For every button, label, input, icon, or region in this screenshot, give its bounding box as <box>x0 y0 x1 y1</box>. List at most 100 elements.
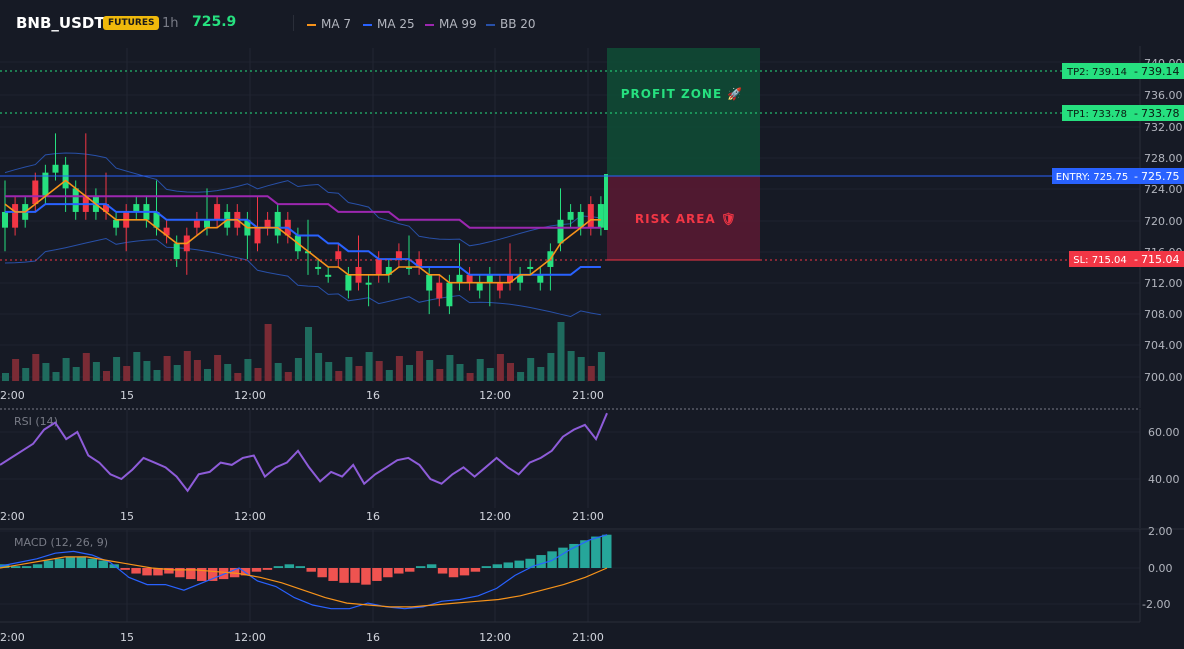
volume-bar <box>92 362 100 381</box>
candle-body <box>214 204 221 220</box>
tp2-tag[interactable]: TP2: 739.14 739.14 - <box>1062 63 1184 79</box>
ma7-line <box>4 179 601 284</box>
candle-body <box>406 266 412 269</box>
tp1-tag[interactable]: TP1: 733.78 733.78 - <box>1062 105 1184 121</box>
macd-hist-bar <box>43 560 54 568</box>
time-tick: 15 <box>120 631 134 644</box>
entry-axis-value: 725.75 <box>1141 170 1180 183</box>
time-tick: 12:00 <box>479 389 511 402</box>
volume-bar <box>264 324 272 381</box>
volume-bar <box>284 372 292 381</box>
macd-hist-bar <box>591 536 601 568</box>
volume-bar <box>335 371 343 381</box>
chart-header: BNB_USDT FUTURES 1h 725.9 MA 7 MA 25 MA … <box>0 0 1184 46</box>
entry-tag[interactable]: ENTRY: 725.75 725.75 - <box>1052 168 1184 184</box>
macd-line <box>0 534 608 610</box>
macd-hist-bar <box>262 568 273 570</box>
volume-bar <box>294 358 302 381</box>
bb20-swatch <box>486 23 495 26</box>
candle-body <box>173 243 180 260</box>
macd-hist-bar <box>120 568 130 570</box>
candle-body <box>335 251 342 260</box>
macd-hist-bar <box>536 555 546 568</box>
volume-bar <box>385 370 393 381</box>
candle-body <box>456 274 463 283</box>
macd-hist-bar <box>197 568 207 581</box>
macd-hist-bar <box>153 568 163 576</box>
macd-tick: 0.00 <box>1148 562 1173 575</box>
price-tick: 708.00 <box>1144 308 1183 321</box>
time-axis-macd[interactable]: 2:00 15 12:00 16 12:00 21:00 <box>0 631 604 644</box>
candle-body <box>496 282 503 291</box>
rsi-tick: 60.00 <box>1148 426 1180 439</box>
entry-tag-label: ENTRY: 725.75 <box>1056 172 1129 183</box>
volume-bar <box>456 364 464 381</box>
rsi-line <box>0 412 608 493</box>
price-tick: 728.00 <box>1144 152 1183 165</box>
legend-ma99[interactable]: MA 99 <box>425 17 477 31</box>
time-axis-rsi[interactable]: 2:00 15 12:00 16 12:00 21:00 <box>0 510 604 523</box>
candle-body <box>52 164 59 173</box>
volume-bar <box>577 357 585 381</box>
volume-bar <box>244 359 252 381</box>
macd-hist-bar <box>383 568 393 578</box>
time-axis-main[interactable]: 2:00 15 12:00 16 12:00 21:00 <box>0 389 604 402</box>
candle-body <box>133 204 140 212</box>
symbol-name[interactable]: BNB_USDT <box>16 14 105 32</box>
time-tick: 21:00 <box>572 389 604 402</box>
volume-bar <box>2 373 9 381</box>
profit-zone-label: PROFIT ZONE 🚀 <box>621 87 744 101</box>
candle-body <box>416 259 423 267</box>
time-tick: 21:00 <box>572 510 604 523</box>
candle-body <box>204 219 210 228</box>
macd-hist-bar <box>328 568 338 581</box>
volume-bar <box>254 368 262 381</box>
candle-body <box>385 266 392 275</box>
macd-hist-bar <box>175 568 185 578</box>
volume-bar <box>183 351 191 381</box>
candle-body <box>163 227 170 236</box>
candle-body <box>325 274 332 277</box>
legend-ma25-label: MA 25 <box>377 17 415 31</box>
tp2-tag-label: TP2: 739.14 <box>1066 67 1127 78</box>
legend-bb20[interactable]: BB 20 <box>486 17 536 31</box>
legend-ma7[interactable]: MA 7 <box>307 17 351 31</box>
macd-hist-bar <box>65 556 76 568</box>
ma7-swatch <box>307 23 316 26</box>
candle-body <box>315 266 322 269</box>
time-tick: 2:00 <box>0 510 25 523</box>
macd-hist-bar <box>405 568 415 572</box>
candle-body <box>264 219 271 228</box>
volume-bar <box>426 360 434 381</box>
macd-hist-bar <box>218 568 229 580</box>
volume-bar <box>234 373 242 381</box>
bb-upper-band <box>4 152 601 247</box>
macd-hist-bar <box>10 566 21 568</box>
legend-ma25[interactable]: MA 25 <box>363 17 415 31</box>
timeframe-selector[interactable]: 1h <box>162 16 179 31</box>
macd-hist-bar <box>306 568 316 572</box>
candle-body <box>476 282 483 291</box>
tp1-dash: - <box>1134 107 1138 120</box>
candle-body <box>567 211 574 220</box>
volume-bar <box>305 327 312 381</box>
candle-body <box>305 251 311 254</box>
macd-hist-bar <box>415 566 426 568</box>
macd-hist-bar <box>186 568 196 580</box>
volume-bar <box>12 359 20 381</box>
volume-bar <box>163 356 171 381</box>
sl-tag[interactable]: SL: 715.04 715.04 - <box>1069 251 1184 267</box>
macd-hist-bar <box>569 543 579 568</box>
volume-bar <box>82 353 90 381</box>
volume-bar <box>466 373 474 381</box>
ma99-line <box>5 195 601 229</box>
macd-hist-bar <box>481 566 492 568</box>
legend-bb20-label: BB 20 <box>500 17 536 31</box>
macd-hist-bar <box>98 560 108 568</box>
time-tick: 2:00 <box>0 631 25 644</box>
time-tick: 16 <box>366 389 380 402</box>
macd-hist-bar <box>251 568 262 572</box>
macd-hist-bar <box>394 568 404 574</box>
candle-body <box>32 180 39 205</box>
